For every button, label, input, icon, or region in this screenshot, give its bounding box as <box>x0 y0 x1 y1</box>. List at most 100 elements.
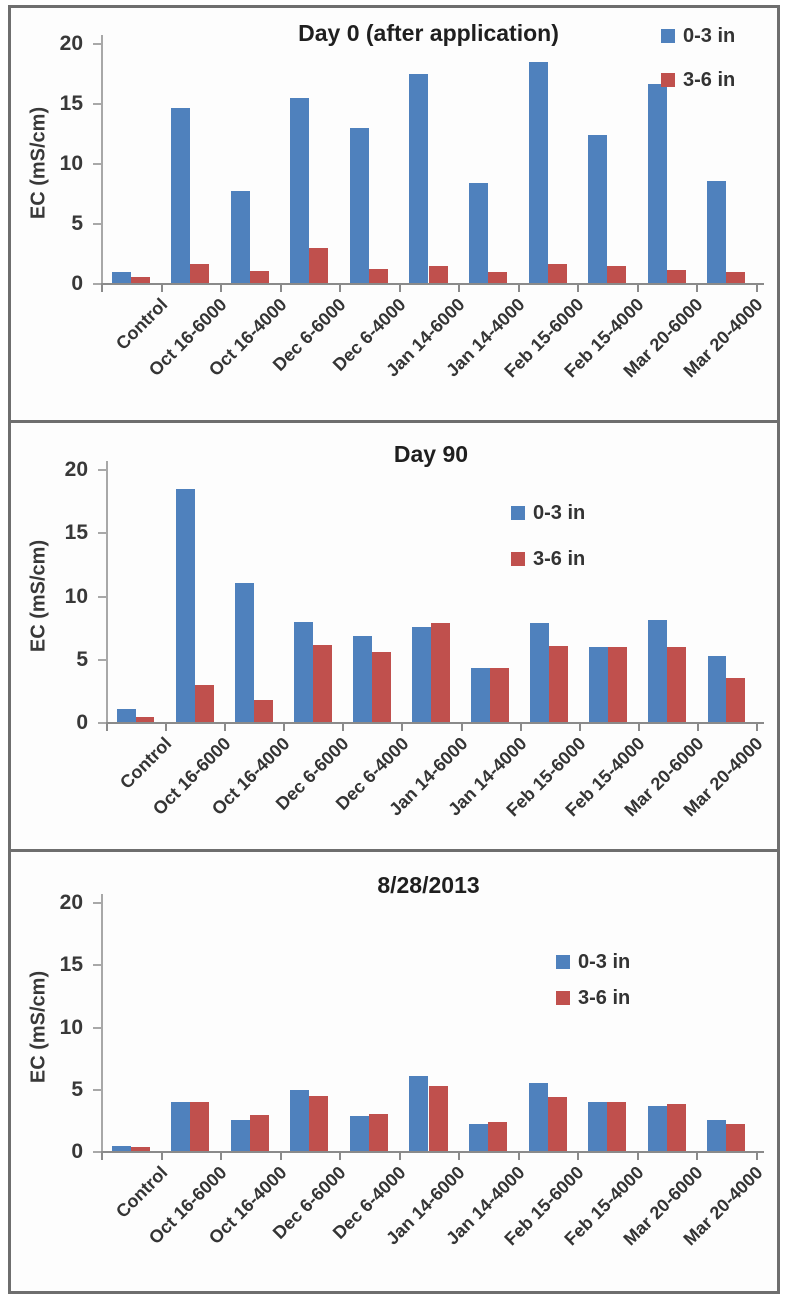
bar-3-6-in-oct-16-4000 <box>249 1114 269 1151</box>
x-axis-tick <box>756 1153 758 1160</box>
y-axis-tick <box>93 964 101 967</box>
bar-3-6-in-jan-14-4000 <box>488 1122 508 1151</box>
bar-0-3-in-jan-14-6000 <box>409 74 429 283</box>
bar-0-3-in-oct-16-6000 <box>171 107 191 283</box>
bar-3-6-in-oct-16-6000 <box>190 263 210 283</box>
bar-0-3-in-feb-15-6000 <box>528 62 548 283</box>
bar-0-3-in-jan-14-4000 <box>468 1123 489 1151</box>
bar-3-6-in-control <box>130 277 150 283</box>
legend-label: 3-6 in <box>578 987 631 1009</box>
x-axis-tick <box>517 285 520 292</box>
legend-label: 0-3 in <box>683 25 736 47</box>
bar-0-3-in-feb-15-6000 <box>530 623 550 722</box>
bar-3-6-in-oct-16-4000 <box>249 271 269 283</box>
bar-0-3-in-dec-6-4000 <box>353 635 372 722</box>
bar-3-6-in-mar-20-6000 <box>666 1103 686 1151</box>
x-axis-tick <box>636 285 639 292</box>
legend-swatch-0-3-in <box>556 955 570 969</box>
y-axis-line <box>101 35 103 283</box>
y-tick-label: 0 <box>76 711 88 734</box>
x-axis-label: Control <box>111 294 172 354</box>
chart-title: Day 90 <box>393 441 469 467</box>
x-axis-tick <box>578 724 581 731</box>
legend-item-3-6-in: 3-6 in <box>556 988 630 1008</box>
y-tick-label: 20 <box>59 32 83 55</box>
x-axis-tick <box>165 724 168 731</box>
x-axis-tick <box>460 724 463 731</box>
y-tick-label: 10 <box>64 584 88 608</box>
y-axis-tick <box>93 1026 101 1029</box>
bar-3-6-in-mar-20-4000 <box>726 272 746 283</box>
legend-label: 0-3 in <box>578 951 631 973</box>
legend-label: 3-6 in <box>683 69 736 91</box>
legend-item-3-6-in: 3-6 in <box>661 70 735 90</box>
x-axis-tick <box>342 724 345 731</box>
y-tick-label: 15 <box>59 92 83 115</box>
y-axis-tick <box>98 469 106 471</box>
x-axis-tick <box>160 285 163 292</box>
y-tick-label: 0 <box>71 272 83 295</box>
legend-swatch-3-6-in <box>556 991 570 1005</box>
bar-3-6-in-oct-16-6000 <box>190 1102 210 1151</box>
bar-0-3-in-feb-15-6000 <box>528 1082 548 1151</box>
bar-0-3-in-dec-6-4000 <box>349 128 369 283</box>
y-axis-tick <box>98 722 106 724</box>
x-axis-tick <box>224 724 227 731</box>
y-tick-label: 5 <box>76 647 88 671</box>
bar-3-6-in-control <box>135 716 155 722</box>
bar-0-3-in-jan-14-6000 <box>412 627 431 722</box>
y-tick-label: 0 <box>71 1140 83 1163</box>
y-axis-tick <box>93 43 101 45</box>
x-axis-tick <box>220 285 223 292</box>
x-axis-tick <box>517 1153 520 1160</box>
y-axis-tick <box>93 902 101 904</box>
bar-3-6-in-oct-16-4000 <box>253 700 273 722</box>
legend-label: 0-3 in <box>533 502 586 524</box>
chart-panel-aug-28-2013: 8/28/2013 EC (mS/cm) 0 5 10 15 20 Control Oct … <box>8 849 780 1294</box>
bar-0-3-in-oct-16-6000 <box>171 1102 191 1151</box>
bar-0-3-in-dec-6-6000 <box>290 1089 310 1151</box>
bar-0-3-in-mar-20-4000 <box>707 656 727 722</box>
bar-0-3-in-mar-20-6000 <box>647 1106 667 1151</box>
bar-0-3-in-feb-15-4000 <box>588 1102 608 1151</box>
x-axis-tick <box>339 1153 342 1160</box>
chart-panel-day-90: Day 90 EC (mS/cm) 0 5 10 15 20 Control Oct 16-… <box>8 420 780 852</box>
x-axis-line <box>106 722 764 724</box>
plot-area: 0 5 10 15 20 Control Oct 16-6000 Oct 16-4000 Dec… <box>11 423 777 849</box>
x-axis-tick <box>279 285 282 292</box>
bar-0-3-in-oct-16-4000 <box>234 582 254 722</box>
legend-swatch-3-6-in <box>511 552 525 566</box>
bar-3-6-in-control <box>130 1147 150 1151</box>
x-axis-label: Control <box>111 1162 172 1222</box>
x-axis-tick <box>106 724 108 731</box>
legend-swatch-0-3-in <box>511 506 525 520</box>
y-tick-label: 15 <box>64 521 88 545</box>
y-tick-label: 5 <box>71 212 83 235</box>
x-axis-tick <box>756 724 758 731</box>
x-axis-tick <box>101 1153 103 1160</box>
y-tick-label: 10 <box>59 1015 83 1039</box>
y-axis-tick <box>98 595 106 598</box>
legend-item-0-3-in: 0-3 in <box>661 26 735 46</box>
y-axis-tick <box>93 163 101 165</box>
bar-0-3-in-feb-15-4000 <box>588 135 608 283</box>
bar-3-6-in-jan-14-6000 <box>431 623 450 722</box>
x-axis-label: Control <box>116 733 176 793</box>
x-axis-tick <box>398 285 401 292</box>
x-axis-tick <box>637 724 640 731</box>
bar-3-6-in-mar-20-6000 <box>667 647 687 722</box>
x-axis-tick <box>756 285 758 292</box>
y-tick-label: 20 <box>64 458 88 481</box>
bar-3-6-in-mar-20-6000 <box>666 269 686 283</box>
x-axis-tick <box>458 285 461 292</box>
x-axis-tick <box>696 1153 699 1160</box>
bar-3-6-in-oct-16-6000 <box>194 685 214 722</box>
bar-3-6-in-feb-15-6000 <box>549 646 569 722</box>
x-axis-tick <box>160 1153 163 1160</box>
bar-0-3-in-dec-6-6000 <box>290 98 310 283</box>
y-axis-line <box>101 894 103 1151</box>
bar-3-6-in-feb-15-4000 <box>607 1102 627 1151</box>
bar-3-6-in-feb-15-6000 <box>547 263 567 283</box>
y-axis-tick <box>98 658 106 661</box>
